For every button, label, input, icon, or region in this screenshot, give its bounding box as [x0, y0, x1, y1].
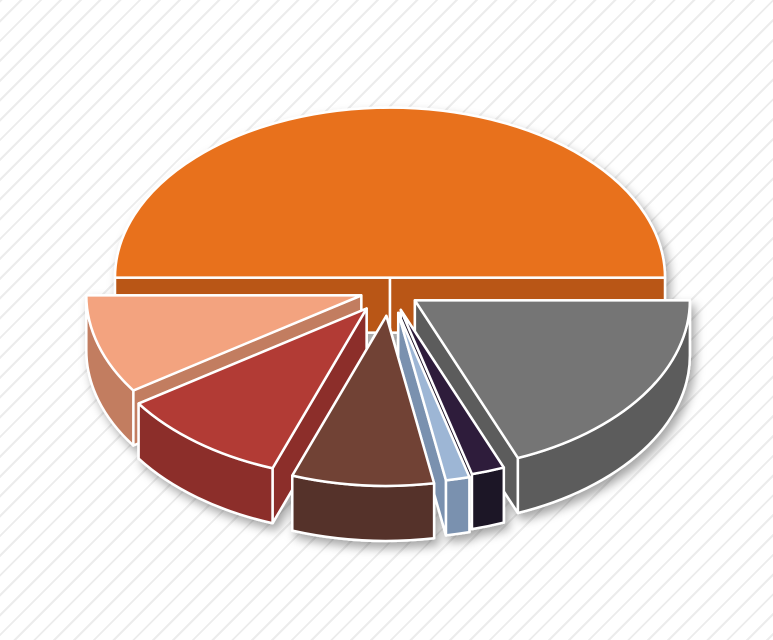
pie-chart-3d: [0, 0, 773, 640]
